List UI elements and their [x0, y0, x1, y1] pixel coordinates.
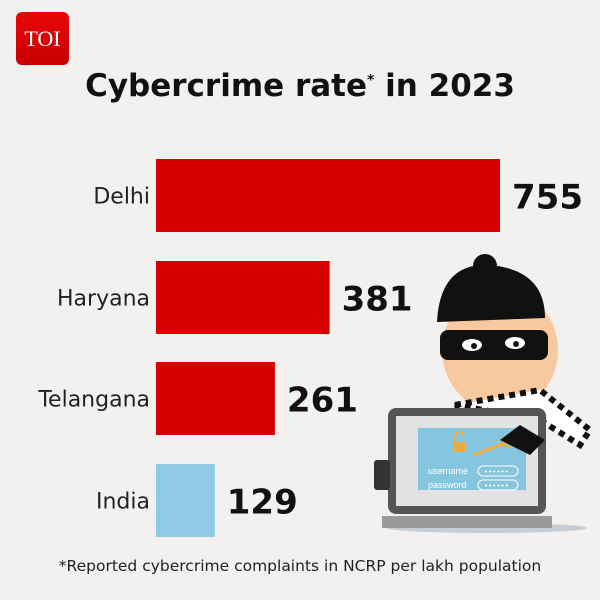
bar-delhi — [156, 159, 500, 232]
category-label: India — [96, 490, 150, 515]
title-year: in 2023 — [374, 68, 515, 104]
footnote: *Reported cybercrime complaints in NCRP … — [58, 557, 542, 575]
value-label: 129 — [227, 483, 298, 523]
value-label: 261 — [287, 381, 358, 421]
title-text: Cybercrime rate — [85, 68, 368, 104]
chart-title: Cybercrime rate* in 2023 — [0, 68, 600, 104]
toi-logo: TOI — [16, 12, 69, 65]
value-label: 755 — [512, 178, 583, 218]
password-dots: •••••• — [484, 482, 509, 490]
value-label: 381 — [342, 280, 413, 320]
category-label: Telangana — [37, 388, 150, 413]
title-asterisk: * — [367, 72, 375, 89]
username-dots: •••••• — [484, 468, 509, 476]
bar-haryana — [156, 261, 330, 334]
category-label: Haryana — [57, 287, 150, 312]
bar-india — [156, 464, 215, 537]
category-label: Delhi — [93, 185, 150, 210]
username-label: username — [428, 466, 468, 476]
password-label: password — [428, 480, 467, 490]
bar-telangana — [156, 362, 275, 435]
hacker-illustration: username password •••••• •••••• — [374, 254, 595, 533]
